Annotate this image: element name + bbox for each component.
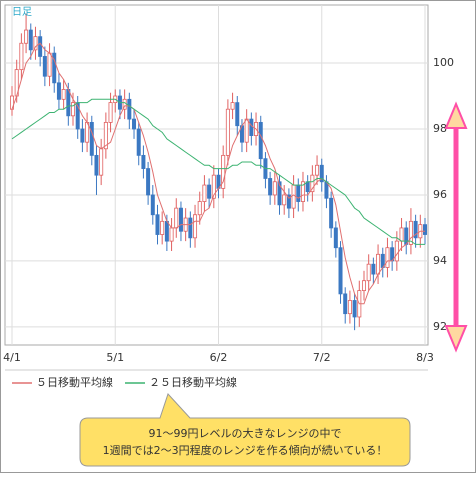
candle-body bbox=[136, 128, 141, 156]
x-tick-label: 7/2 bbox=[313, 351, 331, 364]
candle-body bbox=[235, 102, 240, 127]
callout-line: 91～99円レベルの大きなレンジの中で bbox=[149, 426, 342, 440]
candle-body bbox=[221, 154, 226, 189]
candle-body bbox=[71, 102, 76, 117]
candle-body bbox=[141, 154, 146, 169]
candle-body bbox=[197, 201, 202, 216]
y-tick-label: 98 bbox=[433, 122, 447, 135]
candle-body bbox=[178, 207, 183, 232]
candle-body bbox=[169, 227, 174, 242]
candle-body bbox=[146, 168, 151, 196]
candle-body bbox=[99, 148, 104, 176]
candle-body bbox=[408, 220, 413, 245]
x-tick-label: 5/1 bbox=[106, 351, 124, 364]
x-tick-label: 6/2 bbox=[210, 351, 228, 364]
period-label: 日足 bbox=[12, 6, 32, 18]
candle-body bbox=[300, 181, 305, 202]
candle-body bbox=[174, 207, 179, 229]
candle-body bbox=[286, 194, 291, 209]
range-arrow bbox=[444, 101, 468, 353]
callout-line: 1週間では2～3円程度のレンジを作る傾向が続いている！ bbox=[103, 443, 388, 457]
y-tick-label: 94 bbox=[433, 254, 447, 267]
candle-body bbox=[80, 128, 85, 143]
candle-body bbox=[47, 52, 52, 77]
candle-body bbox=[333, 227, 338, 249]
candle-body bbox=[42, 56, 47, 77]
candle-body bbox=[164, 220, 169, 242]
legend-label: ２５日移動平均線 bbox=[149, 375, 237, 389]
candle-body bbox=[150, 194, 155, 216]
candle-body bbox=[272, 181, 277, 196]
candle-body bbox=[52, 52, 57, 84]
candle-body bbox=[371, 263, 376, 275]
candle-body bbox=[315, 164, 320, 176]
candle-body bbox=[305, 181, 310, 193]
candle-body bbox=[338, 247, 343, 295]
candle-body bbox=[343, 293, 348, 315]
candle-body bbox=[89, 122, 94, 156]
candle-body bbox=[160, 220, 165, 235]
candle-body bbox=[361, 280, 366, 291]
candle-body bbox=[207, 184, 212, 199]
candle-body bbox=[56, 82, 61, 100]
candle-body bbox=[352, 300, 357, 318]
candle-body bbox=[329, 197, 334, 229]
candle-body bbox=[277, 181, 282, 206]
x-tick-label: 4/1 bbox=[3, 351, 21, 364]
candle-body bbox=[94, 154, 99, 176]
candle-body bbox=[385, 247, 390, 268]
marks bbox=[9, 13, 427, 331]
callout bbox=[79, 393, 411, 467]
candle-body bbox=[366, 263, 371, 282]
candle-body bbox=[413, 220, 418, 239]
candle-body bbox=[225, 108, 230, 156]
y-tick-label: 100 bbox=[433, 56, 454, 69]
candle-body bbox=[132, 118, 137, 130]
candle-body bbox=[193, 214, 198, 239]
candle-body bbox=[347, 300, 352, 315]
candle-body bbox=[282, 194, 287, 206]
candle-body bbox=[230, 102, 235, 110]
candle-body bbox=[33, 36, 38, 51]
candle-body bbox=[24, 29, 29, 44]
candle-body bbox=[319, 164, 324, 183]
candle-body bbox=[249, 118, 254, 136]
y-tick-label: 96 bbox=[433, 188, 447, 201]
candle-body bbox=[258, 122, 263, 160]
legend-label: ５日移動平均線 bbox=[36, 375, 113, 389]
candle-body bbox=[19, 42, 24, 71]
candle-body bbox=[108, 102, 113, 123]
candle-body bbox=[28, 29, 33, 51]
candle-body bbox=[127, 98, 132, 120]
x-tick-label: 8/3 bbox=[416, 351, 434, 364]
candle-body bbox=[296, 184, 301, 202]
candle-body bbox=[9, 95, 14, 110]
moving-average-line bbox=[11, 98, 425, 245]
candle-body bbox=[268, 178, 273, 196]
legend: ５日移動平均線 ２５日移動平均線 bbox=[12, 375, 237, 389]
candle-body bbox=[399, 227, 404, 242]
candle-body bbox=[66, 89, 71, 117]
candle-body bbox=[38, 36, 43, 57]
candle-body bbox=[188, 217, 193, 239]
candle-body bbox=[61, 89, 66, 100]
candle-body bbox=[291, 184, 296, 209]
candle-body bbox=[422, 224, 427, 235]
candle-body bbox=[376, 253, 381, 275]
candle-body bbox=[103, 122, 108, 150]
candle-body bbox=[310, 174, 315, 193]
candle-body bbox=[155, 214, 160, 235]
candle-body bbox=[244, 118, 249, 143]
candle-body bbox=[394, 240, 399, 262]
candle-body bbox=[202, 184, 207, 202]
y-tick-label: 92 bbox=[433, 320, 447, 333]
moving-average-line bbox=[11, 42, 425, 305]
candle-body bbox=[211, 174, 216, 199]
